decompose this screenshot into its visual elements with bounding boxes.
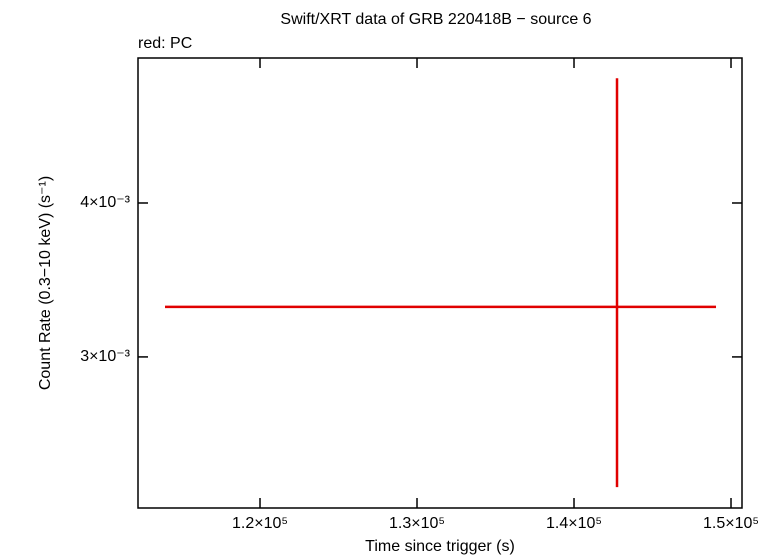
x-tick-label: 1.2×10⁵ <box>232 515 288 532</box>
x-axis-label: Time since trigger (s) <box>365 538 515 555</box>
y-tick-label: 4×10⁻³ <box>80 194 130 211</box>
x-tick-label: 1.4×10⁵ <box>546 515 602 532</box>
plot-frame <box>137 57 743 509</box>
x-tick-label: 1.5×10⁵ <box>703 515 759 532</box>
y-tick-label: 3×10⁻³ <box>80 348 130 365</box>
annotation: red: PC <box>138 35 192 52</box>
chart-title: Swift/XRT data of GRB 220418B − source 6 <box>280 11 591 28</box>
x-tick-label: 1.3×10⁵ <box>389 515 445 532</box>
y-axis-label: Count Rate (0.3−10 keV) (s⁻¹) <box>37 176 54 390</box>
